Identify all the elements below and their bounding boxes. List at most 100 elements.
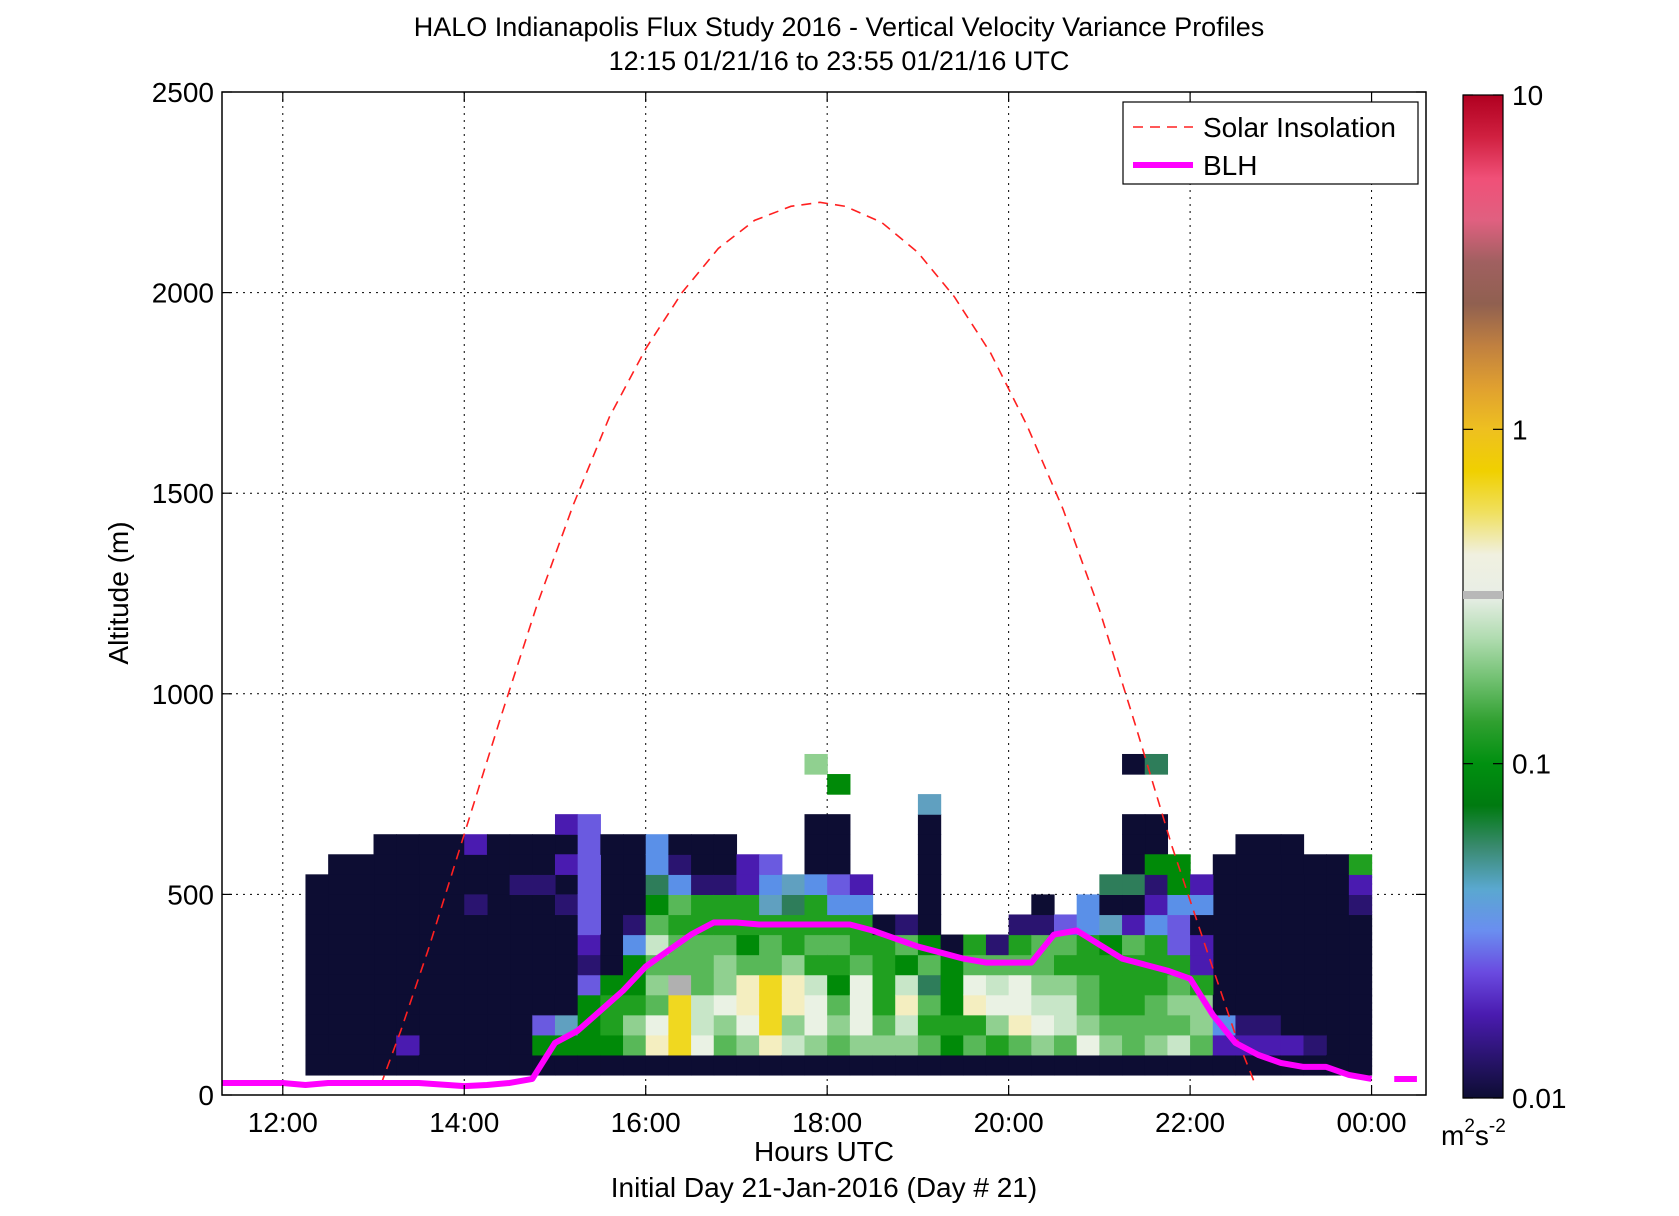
heatmap-cell [577, 994, 601, 1016]
heatmap-cell [713, 874, 738, 895]
heatmap-cell [1235, 934, 1282, 956]
heatmap-cell [1212, 934, 1237, 956]
heatmap-cell [554, 994, 579, 1016]
x-tick-label: 00:00 [1337, 1107, 1407, 1138]
heatmap-cell [940, 994, 964, 1016]
heatmap-cell [1054, 974, 1078, 996]
legend-solar-label: Solar Insolation [1203, 112, 1396, 143]
heatmap-cell [1167, 894, 1191, 916]
heatmap-cell [373, 934, 397, 956]
heatmap-cell [1054, 1014, 1078, 1036]
heatmap-cell [645, 1034, 669, 1056]
heatmap-cell [804, 753, 828, 775]
heatmap-cell [872, 954, 896, 976]
heatmap-cell [668, 1014, 692, 1036]
heatmap-cell [1076, 1034, 1100, 1056]
heatmap-cell [963, 974, 987, 996]
heatmap-cell [691, 874, 715, 895]
heatmap-cell [1054, 1054, 1078, 1076]
heatmap-cell [1190, 914, 1214, 936]
heatmap-cell [328, 954, 375, 976]
heatmap-cell [1303, 1014, 1327, 1036]
heatmap-cell [1348, 1034, 1373, 1056]
y-tick-label: 500 [167, 879, 214, 910]
heatmap-cell [1348, 1014, 1373, 1036]
heatmap-cell [328, 974, 375, 996]
heatmap-cell [464, 1034, 488, 1056]
heatmap-cell [917, 874, 942, 895]
heatmap-cell [759, 974, 783, 996]
heatmap-cell [1144, 934, 1169, 956]
heatmap-cell [691, 834, 715, 855]
heatmap-cell [645, 834, 669, 855]
heatmap-cell [1235, 1014, 1282, 1036]
heatmap-cell [1303, 894, 1327, 916]
heatmap-cell [418, 834, 465, 855]
heatmap-cell [396, 954, 420, 976]
heatmap-cell [804, 834, 828, 855]
heatmap-cell [464, 1054, 488, 1076]
heatmap-cell [1212, 954, 1237, 976]
heatmap-cell [464, 874, 488, 895]
heatmap-cell [1167, 854, 1191, 875]
heatmap-cell [577, 974, 601, 996]
heatmap-cell [418, 914, 465, 936]
heatmap-cell [804, 814, 828, 835]
heatmap-cell [305, 1034, 329, 1056]
heatmap-cell [1122, 854, 1146, 875]
heatmap-cell [396, 834, 420, 855]
heatmap-cell [781, 874, 806, 895]
heatmap-cell [781, 1054, 806, 1076]
heatmap-cell [1212, 914, 1237, 936]
heatmap-cell [328, 1014, 375, 1036]
heatmap-cell [509, 974, 533, 996]
heatmap-cell [759, 1034, 783, 1056]
heatmap-cell [1235, 894, 1282, 916]
heatmap-cell [1122, 914, 1146, 936]
heatmap-cell [554, 874, 579, 895]
heatmap-cell [1099, 874, 1123, 895]
heatmap-cell [940, 1054, 964, 1076]
heatmap-cell [1212, 974, 1237, 996]
heatmap-cell [623, 1054, 647, 1076]
heatmap-cell [1031, 914, 1055, 936]
heatmap-cell [1122, 814, 1146, 835]
heatmap-cell [600, 1054, 624, 1076]
heatmap-cell [464, 1014, 488, 1036]
heatmap-cell [849, 994, 874, 1016]
heatmap-cell [827, 774, 851, 795]
heatmap-cell [849, 1014, 874, 1036]
heatmap-cell [486, 974, 511, 996]
heatmap-cell [1235, 994, 1282, 1016]
heatmap-cell [1167, 1034, 1191, 1056]
heatmap-cell [781, 894, 806, 916]
heatmap-cell [713, 1034, 738, 1056]
heatmap-cell [781, 1014, 806, 1036]
heatmap-cell [895, 974, 919, 996]
y-tick-label: 1000 [152, 679, 214, 710]
heatmap-cell [804, 1014, 828, 1036]
heatmap-cell [1008, 1034, 1032, 1056]
heatmap-cell [1303, 914, 1327, 936]
heatmap-cell [713, 854, 738, 875]
heatmap-cell [623, 994, 647, 1016]
heatmap-cell [804, 1034, 828, 1056]
heatmap-cell [600, 1014, 624, 1036]
heatmap-cell [804, 954, 828, 976]
heatmap-cell [396, 854, 420, 875]
heatmap-cell [373, 954, 397, 976]
heatmap-cell [1280, 974, 1305, 996]
heatmap-cell [509, 1034, 533, 1056]
heatmap-cell [736, 854, 760, 875]
heatmap-cell [623, 874, 647, 895]
heatmap-cell [759, 874, 783, 895]
heatmap-cell [691, 994, 715, 1016]
heatmap-cell [532, 914, 556, 936]
heatmap-cell [1099, 974, 1123, 996]
heatmap-cell [691, 1034, 715, 1056]
heatmap-cell [1144, 994, 1169, 1016]
heatmap-cell [373, 854, 397, 875]
heatmap-cell [623, 1014, 647, 1036]
heatmap-cell [1303, 1034, 1327, 1056]
heatmap-cell [804, 974, 828, 996]
